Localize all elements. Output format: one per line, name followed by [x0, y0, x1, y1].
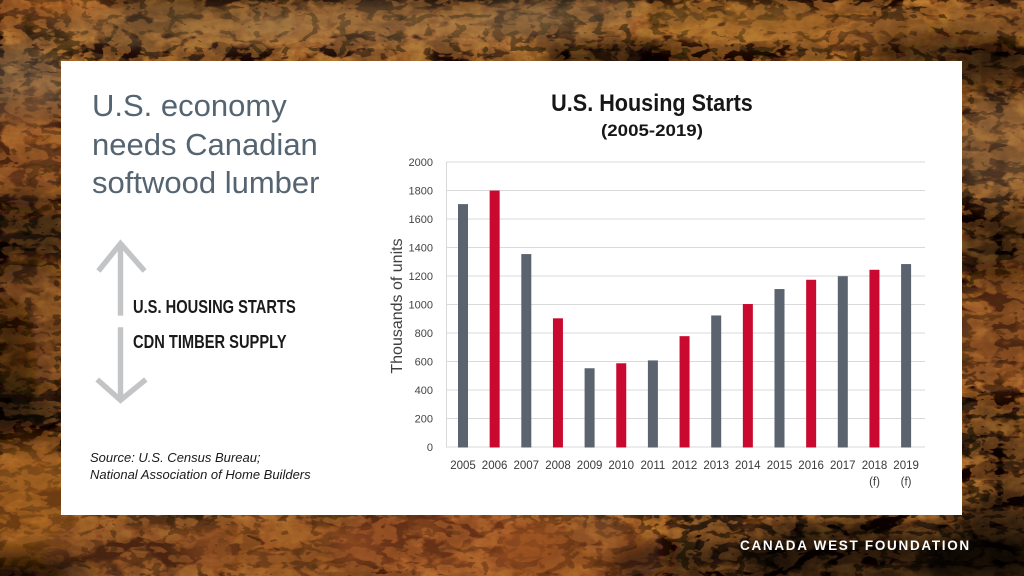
svg-text:2014: 2014	[735, 460, 761, 472]
svg-text:600: 600	[415, 357, 433, 369]
svg-text:200: 200	[415, 414, 433, 426]
svg-text:(f): (f)	[869, 477, 880, 489]
svg-text:400: 400	[415, 385, 433, 397]
svg-text:2015: 2015	[767, 460, 793, 472]
svg-text:2000: 2000	[409, 157, 433, 169]
svg-text:2007: 2007	[514, 460, 540, 472]
svg-text:2005: 2005	[450, 460, 476, 472]
svg-text:Thousands of units: Thousands of units	[389, 238, 406, 373]
svg-text:2010: 2010	[608, 460, 634, 472]
svg-text:800: 800	[415, 328, 433, 340]
svg-text:1000: 1000	[409, 300, 433, 312]
svg-text:2013: 2013	[703, 460, 729, 472]
svg-text:2009: 2009	[577, 460, 603, 472]
svg-text:2019: 2019	[893, 460, 919, 472]
svg-text:0: 0	[427, 442, 433, 454]
svg-text:2006: 2006	[482, 460, 508, 472]
svg-text:1600: 1600	[409, 214, 433, 226]
svg-text:1400: 1400	[409, 243, 433, 255]
svg-text:1200: 1200	[409, 271, 433, 283]
svg-text:2018: 2018	[862, 460, 888, 472]
svg-text:2008: 2008	[545, 460, 571, 472]
svg-text:2016: 2016	[798, 460, 824, 472]
svg-text:(f): (f)	[901, 477, 912, 489]
svg-text:2011: 2011	[641, 460, 666, 472]
svg-text:2012: 2012	[672, 460, 698, 472]
svg-text:2017: 2017	[830, 460, 856, 472]
svg-text:1800: 1800	[409, 186, 433, 198]
